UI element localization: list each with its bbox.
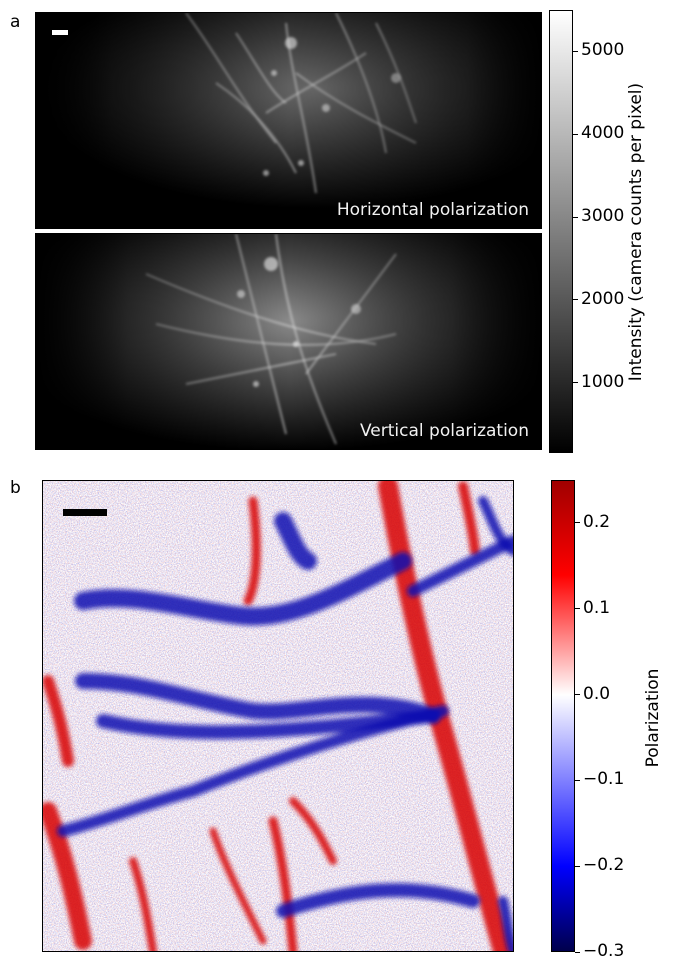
intensity-colorbar — [549, 10, 573, 453]
colorbar-tick-mark — [575, 608, 580, 610]
colorbar-tick-label: 2000 — [581, 288, 625, 309]
colorbar-tick-mark — [575, 522, 580, 524]
colorbar-tick-mark — [575, 779, 580, 781]
colorbar-tick-mark — [573, 50, 578, 52]
intensity-colorbar-label: Intensity (camera counts per pixel) — [626, 82, 646, 382]
panel-a-label: a — [10, 12, 21, 32]
colorbar-tick-label: 4000 — [581, 123, 625, 144]
colorbar-tick-label: −0.1 — [583, 769, 625, 790]
panel-b-label: b — [10, 478, 21, 498]
colorbar-tick-label: 3000 — [581, 206, 625, 226]
colorbar-tick-mark — [575, 865, 580, 867]
scale-bar — [63, 509, 107, 516]
vertical-polarization-image: Vertical polarization — [35, 233, 542, 450]
colorbar-tick-label: 5000 — [581, 40, 625, 61]
colorbar-tick-mark — [573, 382, 578, 384]
colorbar-tick-label: −0.2 — [583, 855, 625, 876]
colorbar-tick-mark — [573, 299, 578, 301]
polarization-colorbar — [551, 480, 575, 952]
colorbar-tick-label: 0.2 — [583, 511, 611, 532]
colorbar-tick-mark — [575, 694, 580, 696]
scale-bar — [52, 30, 68, 35]
vertical-polarization-caption: Vertical polarization — [360, 421, 529, 441]
horizontal-polarization-caption: Horizontal polarization — [336, 200, 529, 220]
colorbar-tick-label: 0.0 — [583, 683, 611, 704]
polarization-colorbar-label: Polarization — [643, 668, 663, 768]
colorbar-tick-label: 1000 — [581, 371, 625, 392]
colorbar-tick-mark — [573, 133, 578, 135]
polarization-map — [42, 480, 514, 952]
colorbar-tick-mark — [573, 216, 578, 218]
colorbar-tick-label: 0.1 — [583, 597, 611, 618]
colorbar-tick-mark — [575, 951, 580, 953]
colorbar-tick-label: −0.3 — [583, 941, 625, 961]
horizontal-polarization-image: Horizontal polarization — [35, 12, 542, 229]
